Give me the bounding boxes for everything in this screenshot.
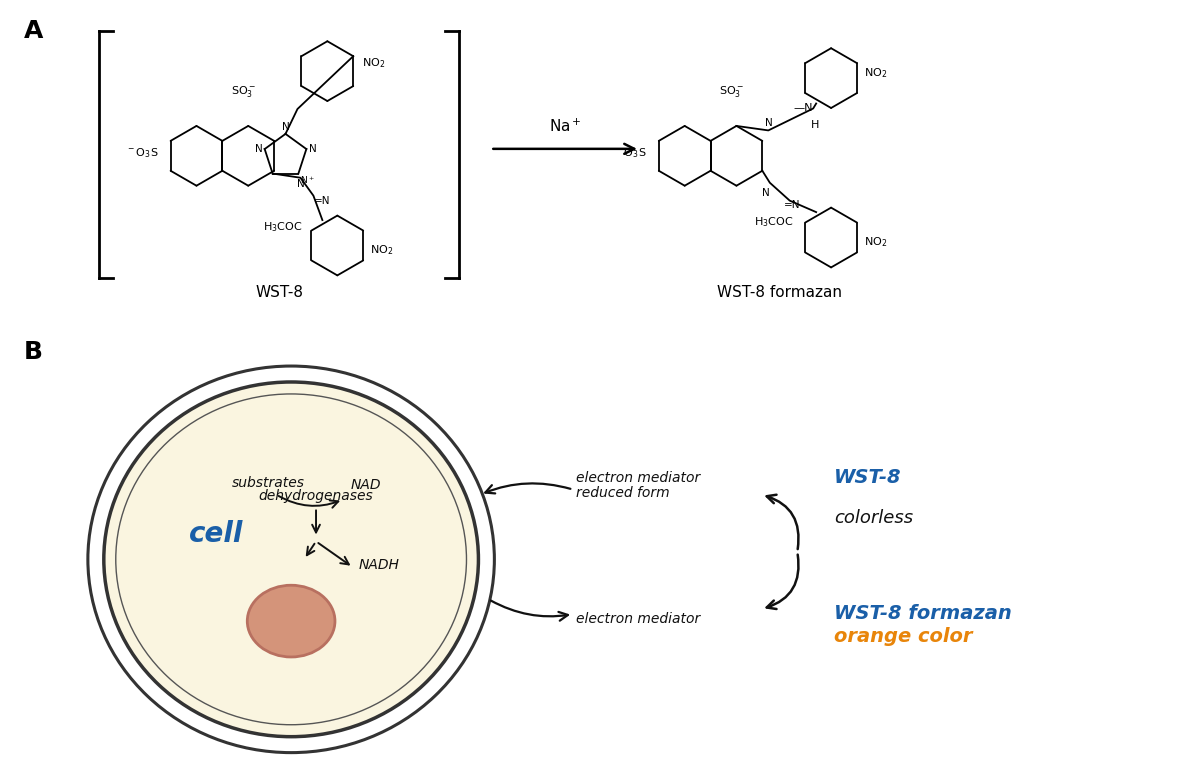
Text: NO$_2$: NO$_2$ [864,236,887,249]
Text: WST-8: WST-8 [835,468,901,487]
Text: $^-$O$_3$S: $^-$O$_3$S [127,146,159,160]
Text: NAD: NAD [351,478,381,492]
Text: NO$_2$: NO$_2$ [370,243,394,258]
Text: H$_3$COC: H$_3$COC [263,221,302,234]
Text: N$^+$: N$^+$ [301,174,315,186]
Text: H: H [811,121,819,130]
Text: N: N [309,144,318,154]
Text: reduced form: reduced form [576,486,670,500]
Ellipse shape [247,585,336,657]
Text: NO$_2$: NO$_2$ [362,56,386,70]
Text: B: B [24,340,43,364]
Text: colorless: colorless [835,509,913,527]
Text: N: N [256,144,263,154]
Text: $^-$O$_3$S: $^-$O$_3$S [614,146,647,160]
Text: Na$^+$: Na$^+$ [549,117,581,135]
Ellipse shape [104,382,479,737]
Text: orange color: orange color [835,627,973,646]
Text: electron mediator: electron mediator [576,471,701,484]
Text: A: A [24,19,43,43]
Text: =N: =N [313,196,330,205]
Text: WST-8 formazan: WST-8 formazan [716,285,842,300]
Text: NADH: NADH [359,559,400,572]
Text: cell: cell [189,521,244,549]
Text: electron mediator: electron mediator [576,612,701,626]
Text: N: N [762,188,770,198]
Text: SO$_3^-$: SO$_3^-$ [230,84,256,99]
Text: substrates: substrates [232,475,304,490]
Text: dehydrogenases: dehydrogenases [259,489,374,503]
Text: NO$_2$: NO$_2$ [864,66,887,80]
Text: SO$_3^-$: SO$_3^-$ [719,84,744,99]
Text: =N: =N [783,199,800,210]
Text: N: N [296,179,304,189]
Text: H$_3$COC: H$_3$COC [753,216,793,230]
Text: WST-8 formazan: WST-8 formazan [835,604,1011,623]
Text: WST-8: WST-8 [256,285,303,300]
Text: N: N [282,122,289,132]
Text: —N: —N [793,104,813,114]
Text: N: N [765,118,773,128]
